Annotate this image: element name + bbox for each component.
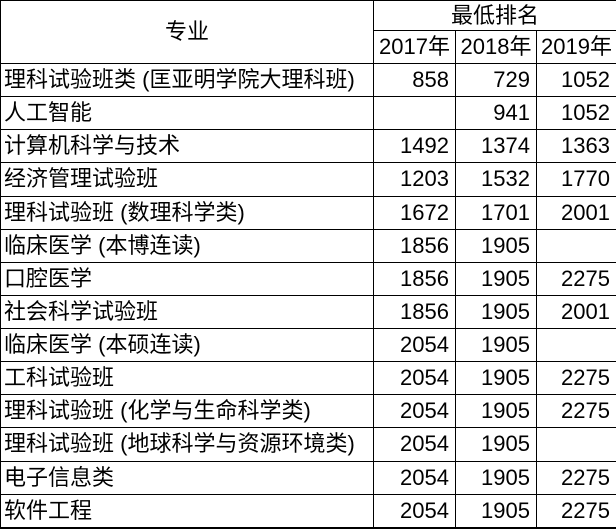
rank-2019-cell: 2001: [536, 294, 616, 330]
table-row: 工科试验班 2054 1905 2275: [0, 361, 616, 396]
col-header-2019: 2019年: [536, 30, 616, 64]
rank-2017-cell: [373, 96, 456, 131]
rank-2017-cell: 2054: [373, 460, 456, 495]
major-cell: 理科试验班 (化学与生命科学类): [0, 394, 374, 429]
rank-2018-cell: 1905: [455, 327, 537, 363]
table-row: 口腔医学 1856 1905 2275: [0, 261, 616, 296]
table-row: 人工智能 941 1052: [0, 96, 616, 131]
rank-2018-cell: 1532: [455, 162, 537, 197]
major-cell: 工科试验班: [0, 361, 374, 396]
col-header-2018: 2018年: [455, 30, 537, 64]
major-cell: 社会科学试验班: [0, 294, 374, 330]
rank-2018-cell: 1905: [455, 228, 537, 263]
table-row: 计算机科学与技术 1492 1374 1363: [0, 129, 616, 164]
rank-2018-cell: 1905: [455, 261, 537, 296]
rank-2017-cell: 2054: [373, 493, 456, 529]
rank-2019-cell: 2275: [536, 460, 616, 495]
table-row: 社会科学试验班 1856 1905 2001: [0, 294, 616, 330]
rank-2019-cell: 1052: [536, 62, 616, 98]
rank-2018-cell: 1905: [455, 427, 537, 462]
rank-2019-cell: [536, 427, 616, 462]
rank-2019-cell: 1052: [536, 96, 616, 131]
rank-2019-cell: [536, 228, 616, 263]
rank-2019-cell: 2275: [536, 394, 616, 429]
rank-2018-cell: 1701: [455, 195, 537, 230]
rank-2019-cell: 1363: [536, 129, 616, 164]
rank-2018-cell: 1374: [455, 129, 537, 164]
table-row: 经济管理试验班 1203 1532 1770: [0, 162, 616, 197]
col-header-min-rank-group: 最低排名: [373, 0, 616, 31]
major-cell: 临床医学 (本博连读): [0, 228, 374, 263]
rank-2019-cell: [536, 327, 616, 363]
major-cell: 软件工程: [0, 493, 374, 529]
rank-2017-cell: 2054: [373, 394, 456, 429]
rank-2018-cell: 941: [455, 96, 537, 131]
table-row: 软件工程 2054 1905 2275: [0, 493, 616, 529]
major-cell: 理科试验班 (数理科学类): [0, 195, 374, 230]
rank-2017-cell: 1672: [373, 195, 456, 230]
col-header-major: 专业: [0, 0, 374, 64]
rank-2018-cell: 1905: [455, 493, 537, 529]
major-cell: 口腔医学: [0, 261, 374, 296]
major-cell: 理科试验班 (地球科学与资源环境类): [0, 427, 374, 462]
rank-2017-cell: 1856: [373, 261, 456, 296]
rank-2017-cell: 2054: [373, 361, 456, 396]
rank-2018-cell: 1905: [455, 294, 537, 330]
rank-2019-cell: 1770: [536, 162, 616, 197]
table-row: 电子信息类 2054 1905 2275: [0, 460, 616, 495]
rank-2018-cell: 1905: [455, 361, 537, 396]
rank-2017-cell: 2054: [373, 427, 456, 462]
rank-2018-cell: 1905: [455, 394, 537, 429]
rank-2018-cell: 729: [455, 62, 537, 98]
rank-2019-cell: 2275: [536, 493, 616, 529]
table-row: 临床医学 (本博连读) 1856 1905: [0, 228, 616, 263]
major-cell: 电子信息类: [0, 460, 374, 495]
major-cell: 计算机科学与技术: [0, 129, 374, 164]
rank-2017-cell: 858: [373, 62, 456, 98]
table-row: 理科试验班类 (匡亚明学院大理科班) 858 729 1052: [0, 62, 616, 98]
table-row: 理科试验班 (数理科学类) 1672 1701 2001: [0, 195, 616, 230]
rank-2019-cell: 2275: [536, 361, 616, 396]
rank-2017-cell: 1203: [373, 162, 456, 197]
col-header-2017: 2017年: [373, 30, 456, 64]
header-group-row: 专业 最低排名: [0, 0, 616, 64]
rank-2019-cell: 2001: [536, 195, 616, 230]
table-row: 理科试验班 (地球科学与资源环境类) 2054 1905: [0, 427, 616, 462]
major-cell: 临床医学 (本硕连读): [0, 327, 374, 363]
table-row: 临床医学 (本硕连读) 2054 1905: [0, 327, 616, 363]
rank-2019-cell: 2275: [536, 261, 616, 296]
rank-2018-cell: 1905: [455, 460, 537, 495]
table-row: 理科试验班 (化学与生命科学类) 2054 1905 2275: [0, 394, 616, 429]
rank-2017-cell: 1492: [373, 129, 456, 164]
rank-2017-cell: 2054: [373, 327, 456, 363]
major-cell: 理科试验班类 (匡亚明学院大理科班): [0, 62, 374, 98]
rank-2017-cell: 1856: [373, 228, 456, 263]
rank-2017-cell: 1856: [373, 294, 456, 330]
major-cell: 经济管理试验班: [0, 162, 374, 197]
major-cell: 人工智能: [0, 96, 374, 131]
